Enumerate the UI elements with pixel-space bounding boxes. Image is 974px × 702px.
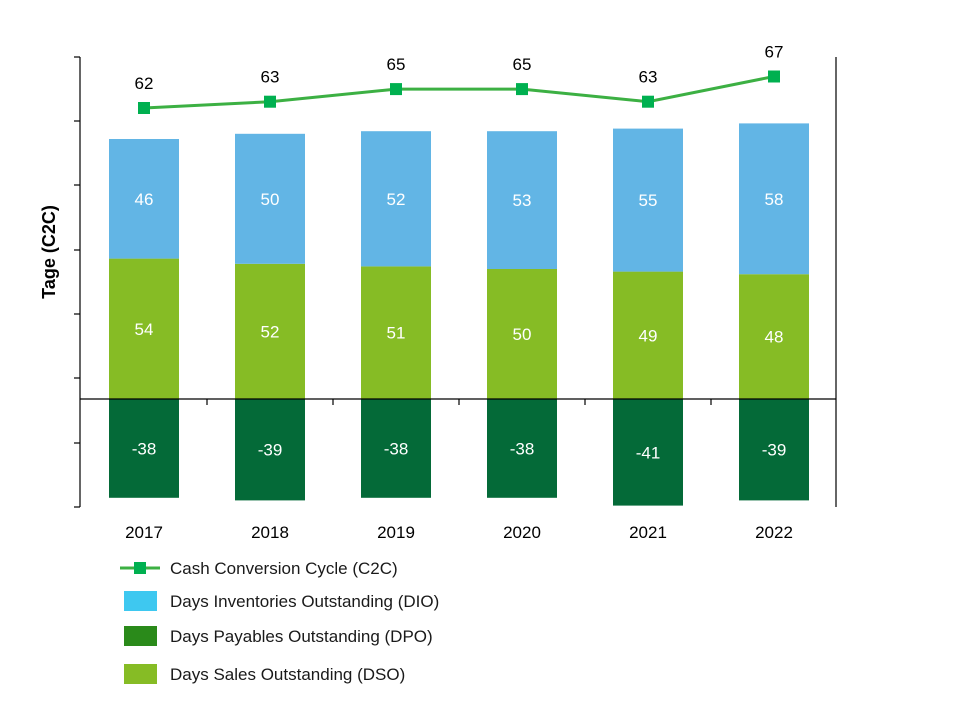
legend-swatch-dso — [124, 664, 157, 684]
data-label-dso-2020: 50 — [513, 325, 532, 344]
bar-dso-2019 — [361, 266, 431, 399]
c2c-marker-2017 — [138, 102, 150, 114]
x-tick-label-2022: 2022 — [755, 523, 793, 542]
x-tick-label-2020: 2020 — [503, 523, 541, 542]
bars-group: 54 46 -38 52 50 -39 51 52 -38 50 53 -38 49 55 -41 48 58 -… — [109, 123, 809, 506]
bar-dpo-2018 — [235, 399, 305, 501]
legend-swatch-dio — [124, 591, 157, 611]
bar-dpo-2021 — [613, 399, 683, 506]
c2c-marker-2020 — [516, 83, 528, 96]
data-label-dio-2019: 52 — [387, 190, 406, 209]
x-tick-label-2021: 2021 — [629, 523, 667, 542]
x-tick-label-2019: 2019 — [377, 523, 415, 542]
c2c-marker-2019 — [390, 83, 402, 96]
bar-dso-2018 — [235, 263, 305, 399]
bar-dio-2021 — [613, 128, 683, 272]
legend-label-c2c: Cash Conversion Cycle (C2C) — [170, 559, 398, 578]
data-label-dso-2017: 54 — [135, 320, 154, 339]
bar-dio-2018 — [235, 133, 305, 264]
data-label-dso-2018: 52 — [261, 322, 280, 341]
data-label-dpo-2019: -38 — [384, 439, 409, 458]
plot-area: 54 46 -38 52 50 -39 51 52 -38 50 53 -38 49 55 -41 48 58 -… — [74, 43, 837, 542]
data-label-dpo-2020: -38 — [510, 439, 535, 458]
bar-dio-2017 — [109, 139, 179, 259]
data-label-c2c-2020: 65 — [513, 55, 532, 74]
legend-marker-c2c — [134, 562, 146, 574]
x-tick-label-2018: 2018 — [251, 523, 289, 542]
bar-dso-2020 — [487, 269, 557, 399]
data-label-c2c-2017: 62 — [135, 74, 154, 93]
data-label-dso-2019: 51 — [387, 324, 406, 343]
c2c-line — [143, 75, 775, 110]
legend-label-dpo: Days Payables Outstanding (DPO) — [170, 627, 433, 646]
bar-dpo-2020 — [487, 399, 557, 498]
bar-dpo-2017 — [109, 399, 179, 498]
legend: Cash Conversion Cycle (C2C) Days Inventor… — [120, 559, 439, 684]
data-label-dpo-2021: -41 — [636, 443, 661, 462]
c2c-marker-2018 — [264, 95, 276, 108]
x-tick-labels: 2017 2018 2019 2020 2021 2022 — [125, 523, 793, 542]
bar-dso-2017 — [109, 258, 179, 399]
legend-label-dio: Days Inventories Outstanding (DIO) — [170, 592, 439, 611]
data-label-c2c-2018: 63 — [261, 68, 280, 87]
legend-label-dso: Days Sales Outstanding (DSO) — [170, 665, 405, 684]
bar-dio-2022 — [739, 123, 809, 275]
data-label-dpo-2018: -39 — [258, 441, 283, 460]
data-label-dso-2021: 49 — [639, 326, 658, 345]
bar-dso-2021 — [613, 271, 683, 399]
bar-dpo-2022 — [739, 399, 809, 501]
data-label-dpo-2022: -39 — [762, 441, 787, 460]
data-label-c2c-2022: 67 — [765, 43, 784, 62]
data-label-c2c-2021: 63 — [639, 68, 658, 87]
c2c-marker-2021 — [642, 95, 654, 108]
data-label-dio-2017: 46 — [135, 190, 154, 209]
legend-swatch-dpo — [124, 626, 157, 646]
c2c-line-group: 62 63 65 65 63 67 — [135, 43, 784, 114]
data-label-dio-2020: 53 — [513, 191, 532, 210]
bar-dio-2020 — [487, 131, 557, 269]
data-label-dso-2022: 48 — [765, 328, 784, 347]
data-label-dio-2021: 55 — [639, 191, 658, 210]
c2c-marker-2022 — [768, 70, 780, 83]
bar-dio-2019 — [361, 131, 431, 267]
bar-dso-2022 — [739, 274, 809, 399]
x-tick-label-2017: 2017 — [125, 523, 163, 542]
axes-group — [74, 56, 837, 508]
y-axis-label: Tage (C2C) — [39, 205, 59, 299]
bar-dpo-2019 — [361, 399, 431, 498]
data-label-dio-2018: 50 — [261, 190, 280, 209]
data-label-dpo-2017: -38 — [132, 439, 157, 458]
data-label-c2c-2019: 65 — [387, 55, 406, 74]
data-label-dio-2022: 58 — [765, 190, 784, 209]
